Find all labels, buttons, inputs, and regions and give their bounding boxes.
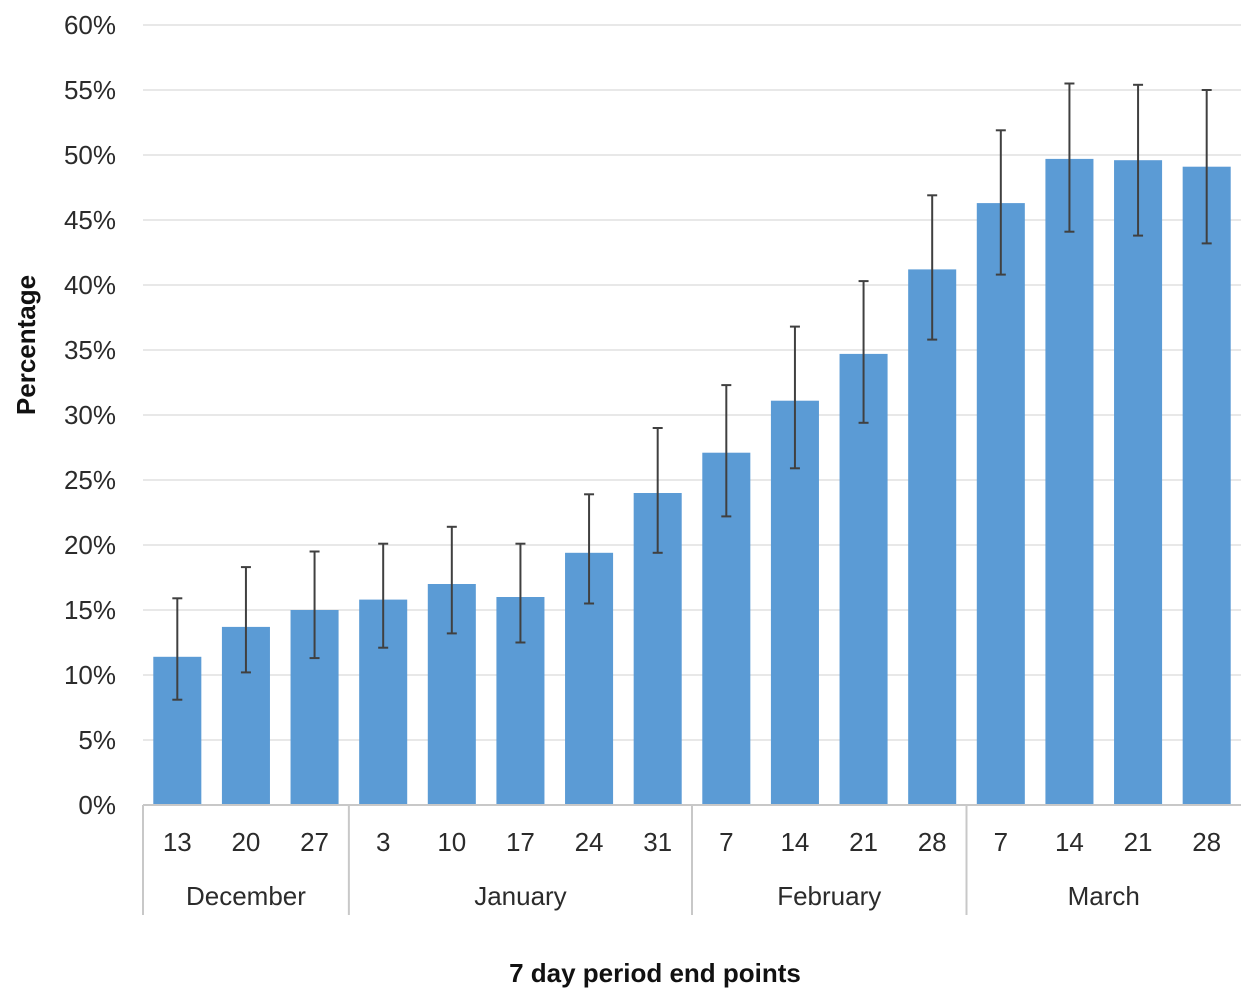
x-tick-label: 27 (300, 827, 329, 857)
error-bar (1064, 82, 1075, 233)
y-tick-label: 5% (78, 725, 116, 755)
error-bar (1133, 83, 1144, 237)
y-tick-label: 25% (64, 465, 116, 495)
x-tick-label: 21 (849, 827, 878, 857)
y-axis-title: Percentage (11, 275, 41, 415)
y-tick-label: 40% (64, 270, 116, 300)
x-group-label: February (777, 881, 881, 911)
x-tick-label: 28 (918, 827, 947, 857)
x-axis: 13 20 27 3 10 17 24 31 7 14 21 28 7 14 21 28 December Jan… (142, 804, 1241, 915)
x-tick-label: 21 (1124, 827, 1153, 857)
y-tick-label: 50% (64, 140, 116, 170)
error-bar (446, 525, 457, 635)
error-bar (995, 129, 1006, 276)
bar (839, 353, 888, 805)
bar (908, 269, 957, 805)
error-bar (1201, 89, 1212, 245)
x-tick-label: 20 (231, 827, 260, 857)
bar (1114, 160, 1163, 805)
bars (153, 158, 1231, 806)
x-tick-label: 17 (506, 827, 535, 857)
x-tick-label: 14 (780, 827, 809, 857)
bar (1045, 158, 1094, 805)
x-group-label: December (186, 881, 306, 911)
error-bar (378, 542, 389, 649)
error-bar (721, 384, 732, 518)
y-tick-label: 10% (64, 660, 116, 690)
error-bar (584, 493, 595, 605)
error-bar (240, 566, 251, 674)
y-tick-label: 30% (64, 400, 116, 430)
y-tick-label: 35% (64, 335, 116, 365)
x-tick-label: 3 (376, 827, 390, 857)
error-bar (789, 325, 800, 470)
y-tick-label: 60% (64, 10, 116, 40)
x-tick-label: 31 (643, 827, 672, 857)
x-axis-title: 7 day period end points (509, 958, 801, 988)
y-tick-label: 20% (64, 530, 116, 560)
x-tick-label: 24 (575, 827, 604, 857)
x-group-label: January (474, 881, 567, 911)
x-tick-label: 13 (163, 827, 192, 857)
x-tick-label: 7 (719, 827, 733, 857)
error-bars (172, 82, 1212, 701)
bar (1182, 166, 1231, 805)
y-axis-tick-labels: 0% 5% 10% 15% 20% 25% 30% 35% 40% 45% 50% 55% 60% (64, 10, 116, 820)
error-bar (309, 550, 320, 660)
error-bar (858, 280, 869, 424)
y-tick-label: 0% (78, 790, 116, 820)
error-bar (172, 597, 183, 701)
x-tick-label: 28 (1192, 827, 1221, 857)
y-tick-label: 55% (64, 75, 116, 105)
x-tick-label: 14 (1055, 827, 1084, 857)
error-bar (515, 542, 526, 644)
y-tick-label: 15% (64, 595, 116, 625)
error-bar (652, 427, 663, 554)
x-tick-label: 10 (437, 827, 466, 857)
x-group-label: March (1068, 881, 1140, 911)
error-bar (927, 194, 938, 341)
bar (976, 203, 1025, 806)
y-tick-label: 45% (64, 205, 116, 235)
x-tick-label: 7 (994, 827, 1008, 857)
